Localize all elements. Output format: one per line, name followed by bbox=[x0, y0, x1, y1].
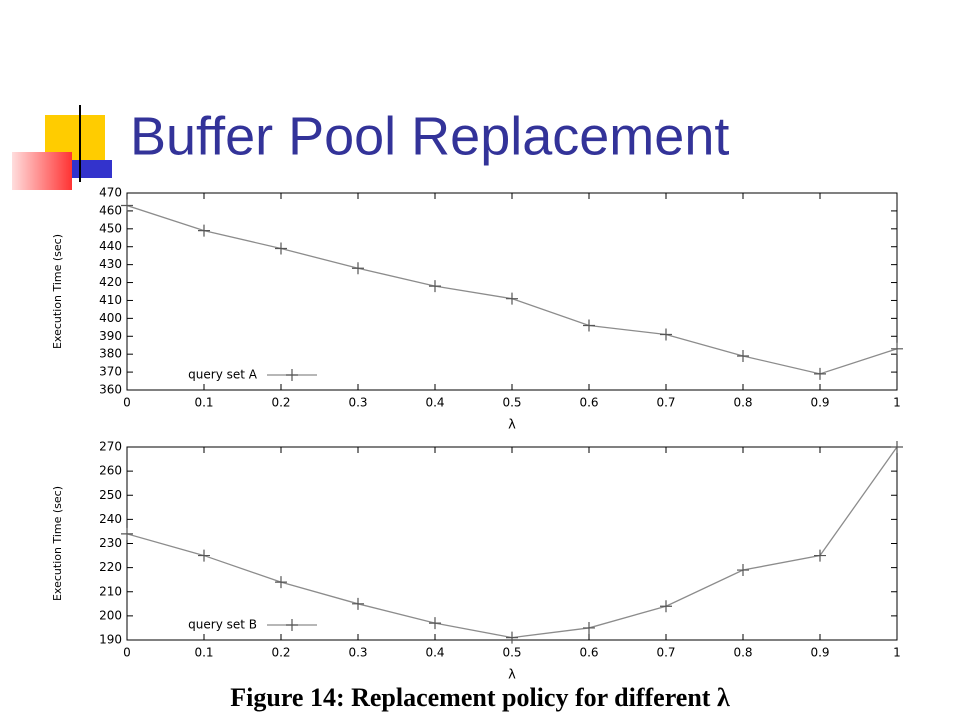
point-marker bbox=[891, 441, 903, 453]
point-marker bbox=[275, 242, 287, 255]
point-marker bbox=[275, 576, 287, 589]
x-tick-label: 0.3 bbox=[348, 646, 367, 660]
point-marker bbox=[121, 199, 133, 212]
point-marker bbox=[814, 549, 826, 562]
deco-blue bbox=[72, 160, 112, 178]
series-line bbox=[126, 446, 898, 639]
y-tick-label: 400 bbox=[99, 311, 122, 325]
x-tick-label: 1 bbox=[893, 396, 901, 410]
figure-caption: Figure 14: Replacement policy for differ… bbox=[230, 683, 730, 712]
y-tick-label: 360 bbox=[99, 383, 122, 397]
point-marker bbox=[660, 328, 672, 341]
point-marker bbox=[814, 367, 826, 380]
y-tick-label: 380 bbox=[99, 347, 122, 361]
y-tick-label: 450 bbox=[99, 221, 122, 235]
deco-red bbox=[12, 152, 72, 190]
point-marker bbox=[429, 280, 441, 293]
point-marker bbox=[583, 621, 595, 634]
point-marker bbox=[198, 224, 210, 237]
point-marker bbox=[506, 631, 518, 644]
x-tick-label: 0.2 bbox=[271, 396, 290, 410]
x-axis-label: λ bbox=[508, 418, 516, 433]
y-tick-label: 370 bbox=[99, 365, 122, 379]
y-tick-label: 220 bbox=[99, 560, 122, 574]
y-tick-label: 460 bbox=[99, 203, 122, 217]
point-marker bbox=[121, 527, 133, 540]
x-tick-label: 0.7 bbox=[656, 646, 675, 660]
y-tick-label: 430 bbox=[99, 257, 122, 271]
slide-title: Buffer Pool Replacement bbox=[130, 106, 729, 166]
y-tick-label: 270 bbox=[99, 440, 122, 454]
x-tick-label: 0.4 bbox=[425, 396, 444, 410]
y-tick-label: 190 bbox=[99, 633, 122, 647]
y-tick-label: 200 bbox=[99, 608, 122, 622]
y-tick-label: 260 bbox=[99, 464, 122, 478]
y-axis-label: Execution Time (sec) bbox=[51, 234, 64, 349]
point-marker bbox=[429, 617, 441, 630]
x-tick-label: 0.1 bbox=[194, 396, 213, 410]
y-tick-label: 230 bbox=[99, 536, 122, 550]
y-tick-label: 240 bbox=[99, 512, 122, 526]
legend-label: query set B bbox=[188, 618, 257, 632]
legend-label: query set A bbox=[188, 368, 258, 382]
legend-marker bbox=[286, 619, 298, 631]
x-tick-label: 0.5 bbox=[502, 646, 521, 660]
y-tick-label: 390 bbox=[99, 329, 122, 343]
x-tick-label: 0.4 bbox=[425, 646, 444, 660]
x-tick-label: 0.8 bbox=[733, 646, 752, 660]
y-tick-label: 210 bbox=[99, 584, 122, 598]
x-tick-label: 0.8 bbox=[733, 396, 752, 410]
x-tick-label: 0.2 bbox=[271, 646, 290, 660]
point-marker bbox=[352, 597, 364, 610]
x-tick-label: 0 bbox=[123, 396, 131, 410]
x-tick-label: 0.5 bbox=[502, 396, 521, 410]
y-tick-label: 250 bbox=[99, 488, 122, 502]
y-tick-label: 410 bbox=[99, 293, 122, 307]
point-marker bbox=[506, 292, 518, 305]
x-tick-label: 0 bbox=[123, 646, 131, 660]
y-tick-label: 440 bbox=[99, 239, 122, 253]
x-tick-label: 0.7 bbox=[656, 396, 675, 410]
point-marker bbox=[352, 262, 364, 275]
plot-frame bbox=[126, 192, 898, 391]
y-axis-label: Execution Time (sec) bbox=[51, 486, 64, 601]
x-tick-label: 0.9 bbox=[810, 646, 829, 660]
point-marker bbox=[891, 342, 903, 355]
x-tick-label: 0.6 bbox=[579, 646, 598, 660]
x-tick-label: 0.9 bbox=[810, 396, 829, 410]
point-marker bbox=[737, 349, 749, 362]
series-line bbox=[126, 204, 898, 375]
point-marker bbox=[660, 600, 672, 613]
x-tick-label: 0.6 bbox=[579, 396, 598, 410]
point-marker bbox=[737, 564, 749, 577]
y-tick-label: 420 bbox=[99, 275, 122, 289]
x-tick-label: 1 bbox=[893, 646, 901, 660]
x-tick-label: 0.1 bbox=[194, 646, 213, 660]
y-tick-label: 470 bbox=[99, 186, 122, 200]
point-marker bbox=[583, 319, 595, 332]
plot-frame bbox=[126, 446, 898, 641]
point-marker bbox=[198, 549, 210, 562]
x-tick-label: 0.3 bbox=[348, 396, 367, 410]
x-axis-label: λ bbox=[508, 668, 516, 683]
legend-marker bbox=[286, 369, 298, 381]
